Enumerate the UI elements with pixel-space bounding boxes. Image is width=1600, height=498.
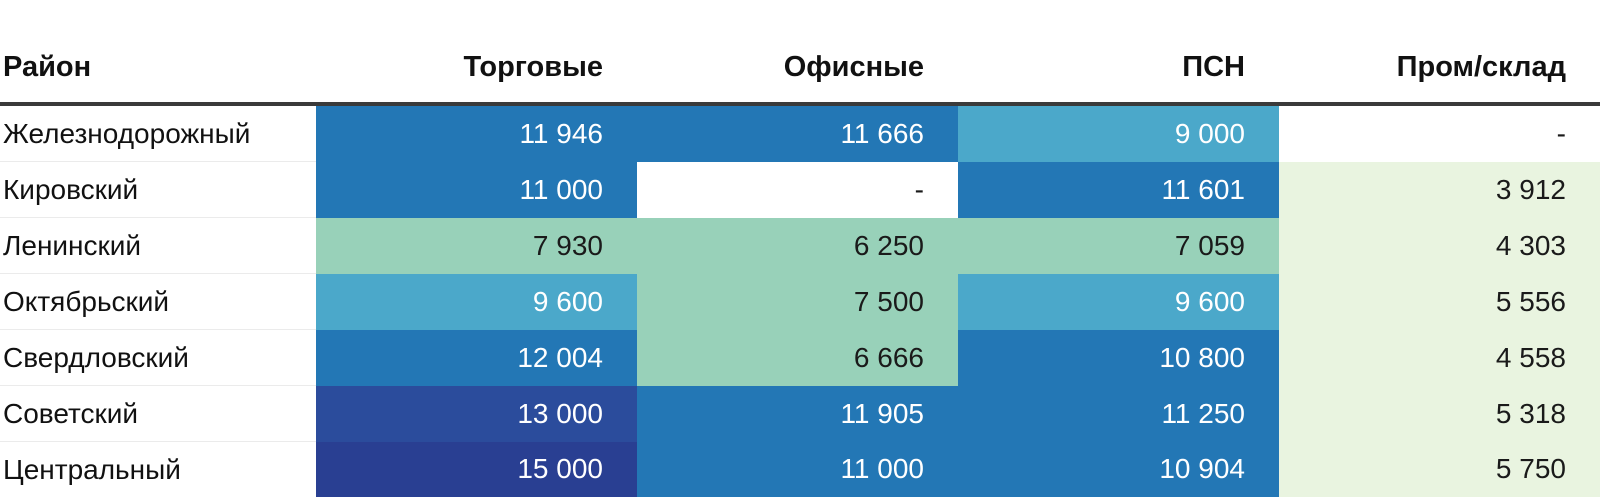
price-cell: 11 666 <box>637 104 958 162</box>
price-cell: 7 059 <box>958 217 1279 274</box>
price-cell: 10 904 <box>958 441 1279 497</box>
price-cell: 3 912 <box>1279 161 1600 218</box>
district-name: Октябрьский <box>0 273 316 330</box>
district-name: Свердловский <box>0 329 316 386</box>
table-row: Октябрьский 9 600 7 500 9 600 5 556 <box>0 273 1600 330</box>
price-cell: - <box>637 161 958 218</box>
table-row: Железнодорожный 11 946 11 666 9 000 - <box>0 104 1600 162</box>
district-name: Центральный <box>0 441 316 497</box>
price-cell: 11 000 <box>316 161 637 218</box>
price-cell: 11 601 <box>958 161 1279 218</box>
table-row: Свердловский 12 004 6 666 10 800 4 558 <box>0 329 1600 386</box>
district-name: Кировский <box>0 161 316 218</box>
price-cell: 5 750 <box>1279 441 1600 497</box>
header-row: Район Торговые Офисные ПСН Пром/склад <box>0 0 1600 106</box>
table-row: Кировский 11 000 - 11 601 3 912 <box>0 161 1600 218</box>
price-cell: 15 000 <box>316 441 637 497</box>
price-cell: 13 000 <box>316 385 637 442</box>
price-cell: 6 250 <box>637 217 958 274</box>
district-name: Железнодорожный <box>0 104 316 162</box>
price-cell: 5 556 <box>1279 273 1600 330</box>
col-header-retail: Торговые <box>316 0 637 106</box>
price-cell: 11 905 <box>637 385 958 442</box>
price-cell: 11 250 <box>958 385 1279 442</box>
price-cell: 4 303 <box>1279 217 1600 274</box>
price-cell: 6 666 <box>637 329 958 386</box>
district-name: Ленинский <box>0 217 316 274</box>
table-row: Советский 13 000 11 905 11 250 5 318 <box>0 385 1600 442</box>
price-cell: 12 004 <box>316 329 637 386</box>
price-cell: 11 946 <box>316 104 637 162</box>
price-cell: 4 558 <box>1279 329 1600 386</box>
district-name: Советский <box>0 385 316 442</box>
col-header-district: Район <box>0 0 316 106</box>
price-cell: 9 000 <box>958 104 1279 162</box>
price-cell: 10 800 <box>958 329 1279 386</box>
price-cell: - <box>1279 104 1600 162</box>
price-cell: 7 500 <box>637 273 958 330</box>
col-header-psn: ПСН <box>958 0 1279 106</box>
col-header-office: Офисные <box>637 0 958 106</box>
price-cell: 7 930 <box>316 217 637 274</box>
price-cell: 11 000 <box>637 441 958 497</box>
price-cell: 9 600 <box>958 273 1279 330</box>
table-row: Центральный 15 000 11 000 10 904 5 750 <box>0 441 1600 497</box>
col-header-industrial: Пром/склад <box>1279 0 1600 106</box>
price-cell: 9 600 <box>316 273 637 330</box>
price-cell: 5 318 <box>1279 385 1600 442</box>
table-row: Ленинский 7 930 6 250 7 059 4 303 <box>0 217 1600 274</box>
